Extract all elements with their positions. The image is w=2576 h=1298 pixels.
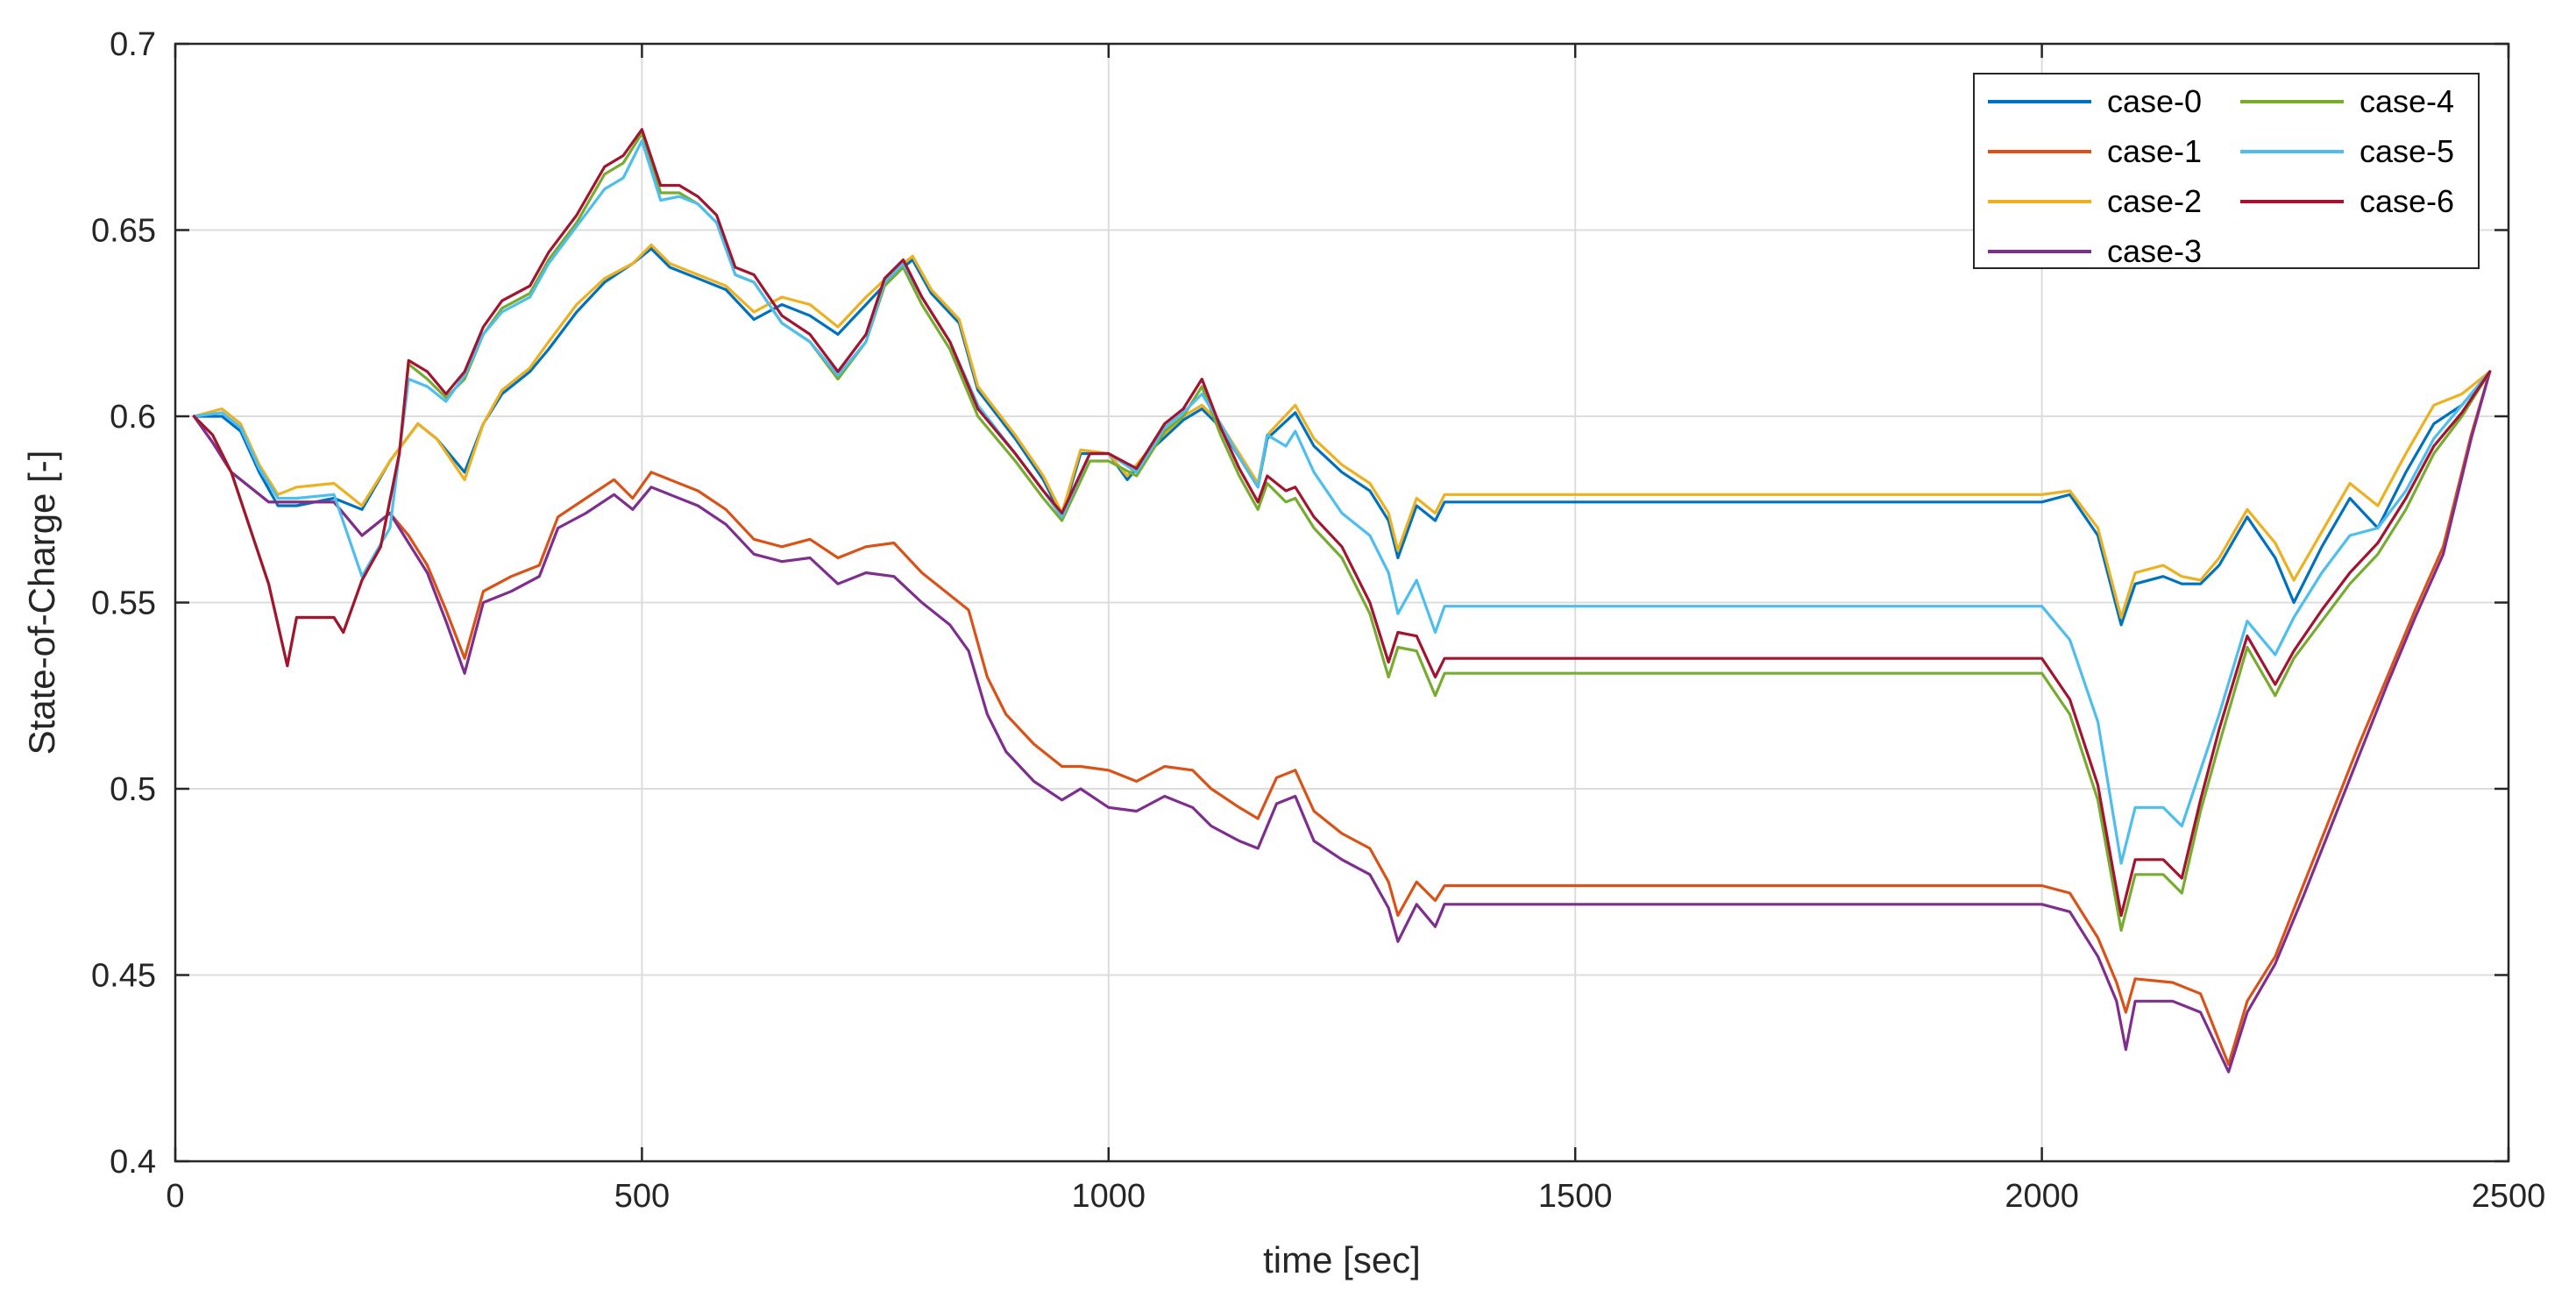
series-lines	[192, 128, 2492, 1074]
series-line-case-3	[192, 370, 2492, 1074]
series-line-case-2	[192, 243, 2492, 620]
x-tick-label: 1500	[1538, 1178, 1613, 1215]
y-tick-label: 0.6	[110, 399, 156, 436]
series-line-case-6	[192, 128, 2492, 918]
legend-label: case-0	[2107, 83, 2202, 119]
legend-label: case-1	[2107, 133, 2202, 169]
x-tick-label: 500	[614, 1178, 670, 1215]
legend-box	[1973, 73, 2480, 269]
y-tick-label: 0.5	[110, 771, 156, 808]
x-axis-label: time [sec]	[1263, 1239, 1421, 1280]
series-line-case-1	[192, 370, 2492, 1067]
series-line-case-4	[192, 131, 2492, 933]
legend-label: case-4	[2360, 83, 2454, 119]
y-tick-label: 0.45	[91, 958, 156, 995]
legend: case-0 case-1 case-2 case-3 case-4 case-5 case…	[1973, 73, 2480, 269]
x-tick-label: 2000	[2005, 1178, 2079, 1215]
y-tick-label: 0.4	[110, 1144, 156, 1181]
x-tick-label: 2500	[2472, 1178, 2546, 1215]
legend-label: case-6	[2360, 183, 2454, 219]
x-tick-label: 0	[166, 1178, 184, 1215]
y-tick-label: 0.65	[91, 213, 156, 250]
x-tick-label: 1000	[1072, 1178, 1146, 1215]
legend-label: case-3	[2107, 233, 2202, 269]
y-tick-label: 0.55	[91, 585, 156, 622]
axis-ticks: 0 500 1000 1500 2000 2500 0.4 0.45 0.5 0.55 0.6 0.6…	[91, 26, 2545, 1215]
y-axis-label: State-of-Charge [-]	[21, 450, 62, 755]
legend-label: case-5	[2360, 133, 2454, 169]
legend-label: case-2	[2107, 183, 2202, 219]
y-tick-label: 0.7	[110, 26, 156, 63]
